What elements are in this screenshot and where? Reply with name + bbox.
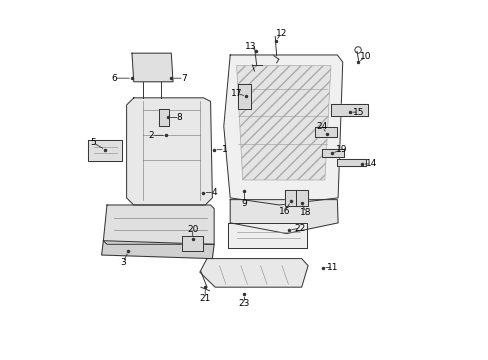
Text: 15: 15	[352, 108, 364, 117]
Polygon shape	[126, 98, 212, 205]
Text: 11: 11	[326, 263, 338, 272]
Polygon shape	[236, 66, 330, 180]
Text: 10: 10	[360, 52, 371, 61]
Text: 24: 24	[316, 122, 327, 131]
Polygon shape	[159, 109, 168, 126]
Polygon shape	[336, 158, 365, 166]
Polygon shape	[284, 190, 296, 206]
Polygon shape	[224, 55, 342, 205]
Text: 6: 6	[111, 74, 117, 83]
Text: 7: 7	[181, 74, 186, 83]
Polygon shape	[132, 53, 173, 82]
Text: 19: 19	[336, 145, 347, 154]
Polygon shape	[322, 149, 343, 157]
Polygon shape	[103, 205, 214, 244]
Text: 13: 13	[244, 41, 256, 50]
Text: 22: 22	[294, 224, 305, 233]
Text: 17: 17	[230, 89, 242, 98]
Text: 14: 14	[365, 159, 376, 168]
Polygon shape	[296, 190, 307, 206]
Text: 4: 4	[211, 188, 217, 197]
Text: 16: 16	[278, 207, 290, 216]
Text: 5: 5	[90, 138, 95, 147]
Polygon shape	[228, 223, 306, 248]
Text: 2: 2	[148, 131, 154, 140]
Polygon shape	[200, 258, 307, 287]
Polygon shape	[102, 241, 214, 258]
Text: 12: 12	[275, 29, 286, 38]
Text: 9: 9	[241, 199, 247, 208]
Polygon shape	[88, 140, 122, 161]
Text: 3: 3	[120, 258, 126, 267]
Text: 8: 8	[176, 113, 182, 122]
Polygon shape	[238, 84, 250, 109]
Polygon shape	[230, 200, 337, 234]
Text: 23: 23	[238, 299, 250, 308]
Text: 1: 1	[222, 145, 227, 154]
Text: 21: 21	[199, 294, 210, 303]
Polygon shape	[315, 127, 336, 137]
Polygon shape	[182, 237, 203, 251]
Text: 20: 20	[186, 225, 198, 234]
Text: 18: 18	[300, 208, 311, 217]
Polygon shape	[330, 104, 367, 116]
